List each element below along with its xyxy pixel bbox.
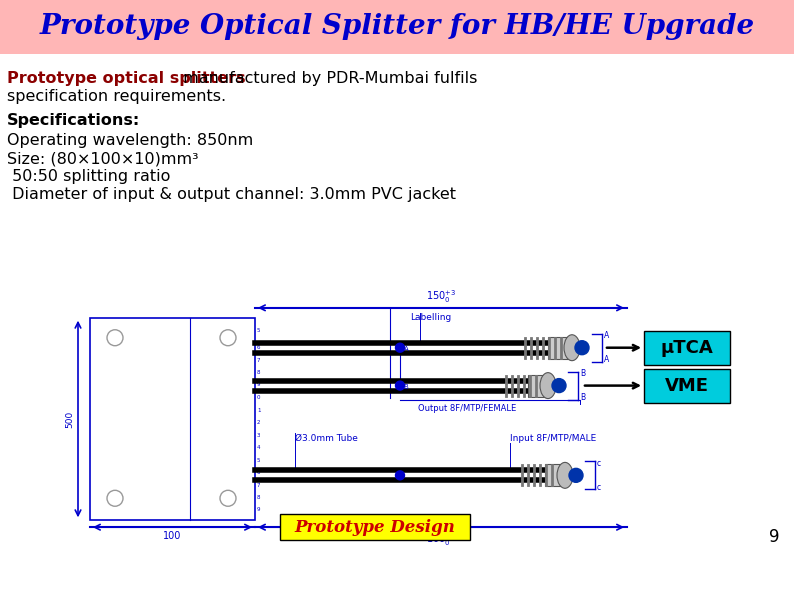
Text: 0: 0 xyxy=(257,395,260,400)
Bar xyxy=(548,337,568,359)
Text: 9: 9 xyxy=(257,507,260,512)
Text: VME: VME xyxy=(665,377,709,394)
Circle shape xyxy=(552,378,566,393)
Text: manufactured by PDR-Mumbai fulfils: manufactured by PDR-Mumbai fulfils xyxy=(178,71,477,86)
Circle shape xyxy=(395,381,404,390)
Text: B: B xyxy=(580,393,585,402)
Text: 7: 7 xyxy=(257,483,260,488)
Text: 9: 9 xyxy=(257,382,260,387)
Text: Size: (80×100×10)mm³: Size: (80×100×10)mm³ xyxy=(7,151,198,166)
Text: c: c xyxy=(597,459,601,468)
Text: 2: 2 xyxy=(257,420,260,425)
Text: 1: 1 xyxy=(257,408,260,413)
Text: c: c xyxy=(597,483,601,492)
Circle shape xyxy=(569,468,583,483)
Text: Input 8F/MTP/MALE: Input 8F/MTP/MALE xyxy=(510,434,596,443)
Text: Ø3.0mm Tube: Ø3.0mm Tube xyxy=(295,434,358,443)
Text: A: A xyxy=(403,346,408,352)
Text: specification requirements.: specification requirements. xyxy=(7,89,226,105)
Ellipse shape xyxy=(564,335,580,361)
Text: 8: 8 xyxy=(257,495,260,500)
Text: Labelling: Labelling xyxy=(410,313,451,322)
Bar xyxy=(528,375,546,397)
Circle shape xyxy=(575,341,589,355)
Text: 7: 7 xyxy=(257,358,260,363)
Bar xyxy=(644,331,730,365)
Text: 5: 5 xyxy=(257,458,260,463)
Ellipse shape xyxy=(557,462,573,488)
Text: 5: 5 xyxy=(257,328,260,333)
Text: 150$^{+3}_{0}$: 150$^{+3}_{0}$ xyxy=(426,288,456,305)
Text: B: B xyxy=(580,369,585,378)
Text: Prototype optical splitters: Prototype optical splitters xyxy=(7,71,245,86)
Bar xyxy=(280,514,470,540)
Text: 100$^{+5}_{0}$: 100$^{+5}_{0}$ xyxy=(426,531,456,548)
Bar xyxy=(545,464,563,486)
Circle shape xyxy=(395,343,404,352)
Text: μTCA: μTCA xyxy=(661,339,713,357)
Text: 9: 9 xyxy=(769,528,780,546)
Text: 4: 4 xyxy=(257,445,260,450)
Text: A: A xyxy=(604,331,609,340)
Text: 6: 6 xyxy=(257,345,260,350)
Bar xyxy=(90,318,255,520)
Text: 6: 6 xyxy=(257,470,260,475)
Text: 3: 3 xyxy=(257,433,260,438)
Text: 50:50 splitting ratio: 50:50 splitting ratio xyxy=(7,169,171,184)
Text: 100: 100 xyxy=(163,531,181,541)
Ellipse shape xyxy=(540,372,556,399)
Circle shape xyxy=(395,471,404,480)
Text: Operating wavelength: 850nm: Operating wavelength: 850nm xyxy=(7,133,253,148)
Text: Diameter of input & output channel: 3.0mm PVC jacket: Diameter of input & output channel: 3.0m… xyxy=(7,187,456,202)
Bar xyxy=(644,369,730,403)
Text: 8: 8 xyxy=(257,370,260,375)
Text: Prototype Design: Prototype Design xyxy=(295,519,456,536)
Text: Specifications:: Specifications: xyxy=(7,114,141,129)
Text: Output 8F/MTP/FEMALE: Output 8F/MTP/FEMALE xyxy=(418,403,516,412)
Text: 500: 500 xyxy=(65,411,74,428)
Text: Prototype Optical Splitter for HB/HE Upgrade: Prototype Optical Splitter for HB/HE Upg… xyxy=(40,13,754,40)
Text: B: B xyxy=(403,384,408,390)
Text: A: A xyxy=(604,355,609,364)
